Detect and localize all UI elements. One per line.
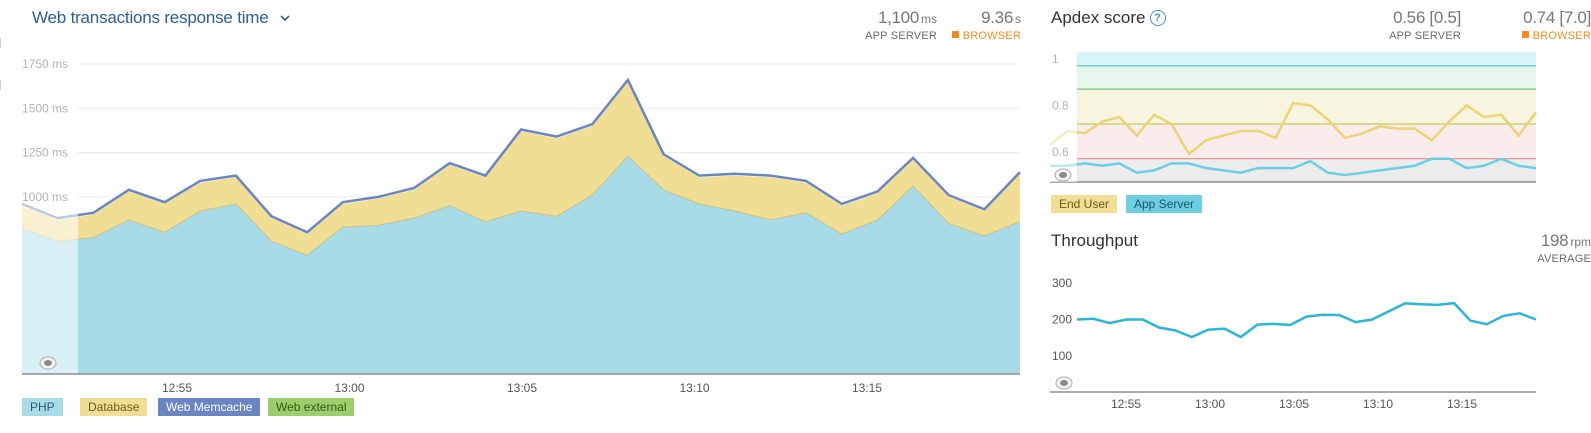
app-server-response-unit: ms: [921, 12, 937, 26]
php-line: [21, 155, 1021, 256]
apdex-app-server-label: APP SERVER: [1389, 30, 1461, 42]
eye-icon-pupil: [1060, 380, 1068, 386]
response-time-title[interactable]: Web transactions response time: [32, 8, 269, 27]
response-time-header[interactable]: Web transactions response time: [32, 8, 291, 28]
apdex-app-server-stat: 0.56 [0.5] APP SERVER: [1389, 8, 1461, 42]
help-icon[interactable]: ?: [1149, 10, 1166, 26]
apdex-band: [1077, 89, 1536, 124]
legend-php[interactable]: PHP: [22, 398, 63, 416]
response-time-panel: Web transactions response time 1,100 ms A…: [0, 8, 1040, 416]
apdex-browser-value: 0.74 [7.0]: [1523, 8, 1591, 27]
apdex-band: [1077, 52, 1536, 66]
end-user-line: [1049, 101, 1537, 156]
throughput-value: 198: [1540, 231, 1569, 250]
apdex-title: Apdex score: [1051, 8, 1146, 27]
apdex-browser-stat: 0.74 [7.0] BROWSER: [1521, 8, 1591, 42]
response-time-chart[interactable]: 250 ms500 ms750 ms1000 ms1250 ms1500 ms1…: [0, 50, 1040, 395]
y-tick-label: 100: [1052, 349, 1072, 363]
throughput-label: AVERAGE: [1537, 253, 1591, 265]
apdex-browser-label-text: BROWSER: [1532, 30, 1591, 42]
legend-web-external[interactable]: Web external: [268, 398, 355, 416]
x-tick-label: 13:00: [1195, 397, 1225, 411]
browser-response-label-text: BROWSER: [962, 30, 1021, 42]
y-tick-label: 200: [1052, 313, 1072, 327]
app-server-response-label: APP SERVER: [865, 30, 937, 42]
x-tick-label: 12:55: [162, 381, 192, 395]
browser-response-value: 9.36: [981, 8, 1013, 27]
x-tick-label: 13:10: [679, 381, 709, 395]
edge-divider: [0, 38, 1, 48]
apdex-browser-label: BROWSER: [1521, 30, 1591, 42]
time-window-shade: [1050, 52, 1077, 182]
throughput-line: [1076, 301, 1537, 339]
x-tick-label: 13:00: [334, 381, 364, 395]
y-tick-label: 300: [1052, 276, 1072, 290]
legend-database[interactable]: Database: [80, 398, 148, 416]
legend-end-user[interactable]: End User: [1051, 195, 1118, 213]
browser-response-label: BROWSER: [951, 30, 1021, 42]
legend-web-memcache[interactable]: Web Memcache: [158, 398, 261, 416]
database-area: [22, 81, 1020, 256]
apdex-throughput-panel: Apdex score? 0.56 [0.5] APP SERVER 0.74 …: [1045, 0, 1591, 433]
time-window-shade: [22, 50, 78, 374]
eye-icon-pupil: [1059, 172, 1067, 178]
php-area: [22, 156, 1020, 374]
apdex-band: [1077, 123, 1536, 159]
x-tick-label: 13:15: [1447, 397, 1477, 411]
throughput-chart[interactable]: 100 200 300 12:55 13:00 13:05 13:10 13:15: [1045, 272, 1591, 420]
throughput-unit: rpm: [1570, 235, 1591, 249]
app-server-response-stat: 1,100 ms APP SERVER: [865, 8, 937, 42]
browser-square-icon: [951, 31, 959, 38]
throughput-title: Throughput: [1051, 231, 1138, 250]
x-tick-label: 13:15: [852, 381, 882, 395]
eye-icon-pupil: [44, 360, 52, 366]
browser-square-icon: [1521, 31, 1529, 38]
web-memcache-line: [21, 77, 1021, 234]
apdex-band: [1077, 65, 1536, 90]
chevron-down-icon[interactable]: [279, 12, 291, 24]
throughput-stat: 198 rpm AVERAGE: [1537, 231, 1591, 265]
edge-divider: [0, 80, 1, 90]
browser-response-unit: s: [1015, 12, 1021, 26]
browser-response-stat: 9.36 s BROWSER: [951, 8, 1021, 42]
x-tick-label: 12:55: [1111, 397, 1141, 411]
x-tick-label: 13:10: [1363, 397, 1393, 411]
apdex-header: Apdex score?: [1051, 8, 1166, 28]
app-server-line: [1050, 157, 1537, 177]
apdex-chart[interactable]: 0.60.81: [1045, 52, 1591, 190]
app-server-response-value: 1,100: [877, 8, 919, 27]
x-tick-label: 13:05: [1279, 397, 1309, 411]
legend-app-server[interactable]: App Server: [1126, 195, 1203, 213]
apdex-app-server-value: 0.56 [0.5]: [1393, 8, 1461, 27]
x-tick-label: 13:05: [507, 381, 537, 395]
